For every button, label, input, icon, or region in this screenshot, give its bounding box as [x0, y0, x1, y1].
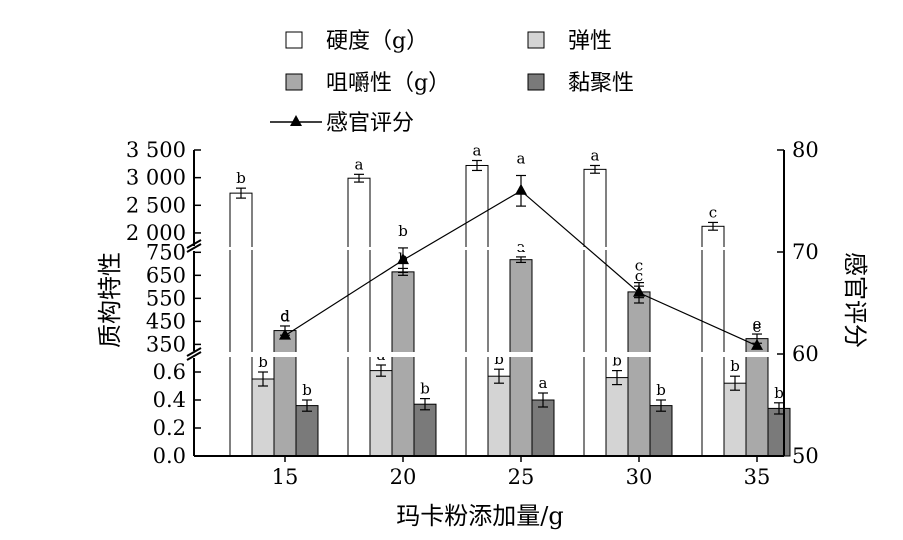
break-band-lower [196, 352, 782, 357]
bars: b a a a c b a b b b d b a c e b b a b b [196, 142, 791, 457]
y-axis-title-left: 质构特性 [96, 252, 124, 348]
legend-marker [290, 115, 302, 126]
legend-item-hardness: 硬度（g） [285, 29, 428, 54]
legend-label: 硬度（g） [326, 29, 428, 54]
y-tick-label-right: 60 [792, 342, 819, 366]
sensory-significance-label: e [753, 318, 762, 336]
bar-chewiness [509, 259, 533, 457]
significance-label: b [420, 380, 430, 398]
sensory-significance-label: d [280, 308, 290, 326]
legend-item-chewiness: 咀嚼性（g） [285, 71, 450, 96]
significance-label: c [635, 267, 643, 285]
bar-springiness [487, 375, 511, 457]
y-tick-label-left: 3 000 [126, 166, 186, 190]
legend-swatch [285, 31, 303, 49]
x-tick-label: 35 [744, 465, 771, 489]
legend-label: 黏聚性 [568, 71, 634, 96]
bar-cohesiveness [295, 405, 319, 457]
significance-label: a [517, 238, 526, 256]
y-tick-label-left: 550 [146, 286, 186, 310]
significance-label: a [591, 146, 600, 164]
significance-label: b [656, 381, 666, 399]
bar-hardness [583, 168, 607, 457]
legend-label: 咀嚼性（g） [326, 71, 450, 96]
y-tick-label-left: 2 000 [126, 221, 186, 245]
bar-cohesiveness [531, 399, 555, 457]
significance-label: b [236, 169, 246, 187]
y-tick-label-right: 50 [792, 444, 819, 468]
sensory-significance-label: c [635, 257, 643, 275]
y-tick-label-left: 750 [146, 240, 186, 264]
sensory-point [397, 253, 409, 265]
y-tick-label-right: 70 [792, 240, 819, 264]
y-tick-label-left: 0.6 [153, 360, 186, 384]
bar-chewiness [627, 291, 651, 457]
significance-label: b [774, 384, 784, 402]
bar-cohesiveness [767, 407, 791, 457]
x-tick-label: 25 [508, 465, 535, 489]
bar-hardness [465, 164, 489, 457]
significance-label: e [753, 315, 762, 333]
x-axis-title: 玛卡粉添加量/g [396, 502, 563, 530]
significance-label: c [709, 203, 717, 221]
legend-swatch [285, 73, 303, 91]
legend-label: 感官评分 [326, 111, 414, 136]
y-tick-label-left: 650 [146, 263, 186, 287]
legend-item-cohesiveness: 黏聚性 [527, 71, 634, 96]
significance-label: b [612, 352, 622, 370]
significance-label: b [302, 381, 312, 399]
significance-label: b [730, 357, 740, 375]
significance-label: a [539, 374, 548, 392]
significance-label: b [494, 350, 504, 368]
bar-springiness [605, 377, 629, 457]
legend-swatch [527, 73, 545, 91]
sensory-line: d b a c e [279, 150, 763, 350]
y-tick-label-left: 450 [146, 309, 186, 333]
bar-cohesiveness [413, 403, 437, 457]
sensory-point [515, 183, 527, 195]
sensory-point [751, 338, 763, 350]
sensory-point [279, 328, 291, 340]
bar-hardness [229, 192, 253, 457]
y-axis-title-right: 感官评分 [841, 252, 869, 348]
bar-springiness [723, 382, 747, 457]
significance-label: b [258, 353, 268, 371]
bar-chewiness [391, 271, 415, 457]
bar-chewiness [273, 330, 297, 457]
axis-break-upper [186, 239, 202, 253]
legend-item-springiness: 弹性 [527, 29, 612, 54]
bar-springiness [251, 378, 275, 457]
bar-hardness [347, 177, 371, 457]
x-tick-label: 30 [626, 465, 653, 489]
legend-item-sensory: 感官评分 [270, 111, 414, 136]
legend-label: 弹性 [568, 29, 612, 54]
legend-swatch [527, 31, 545, 49]
y-tick-label-right: 80 [792, 138, 819, 162]
y-tick-label-left: 0.2 [153, 416, 186, 440]
y-tick-label-left: 350 [146, 332, 186, 356]
x-tick-label: 15 [272, 465, 299, 489]
significance-label: d [280, 307, 290, 325]
break-band-upper [196, 247, 782, 250]
significance-label: a [473, 142, 482, 160]
sensory-significance-label: a [517, 150, 526, 168]
axis-break-lower [186, 347, 202, 361]
y-tick-label-left: 0.0 [153, 444, 186, 468]
sensory-significance-label: b [398, 222, 408, 240]
y-tick-label-left: 3 500 [126, 138, 186, 162]
bar-springiness [369, 370, 393, 457]
bar-hardness [701, 225, 725, 457]
x-tick-label: 20 [390, 465, 417, 489]
significance-label: a [355, 155, 364, 173]
y-tick-label-left: 0.4 [153, 388, 186, 412]
sensory-point [633, 285, 645, 297]
bar-cohesiveness [649, 405, 673, 457]
y-tick-label-left: 2 500 [126, 193, 186, 217]
